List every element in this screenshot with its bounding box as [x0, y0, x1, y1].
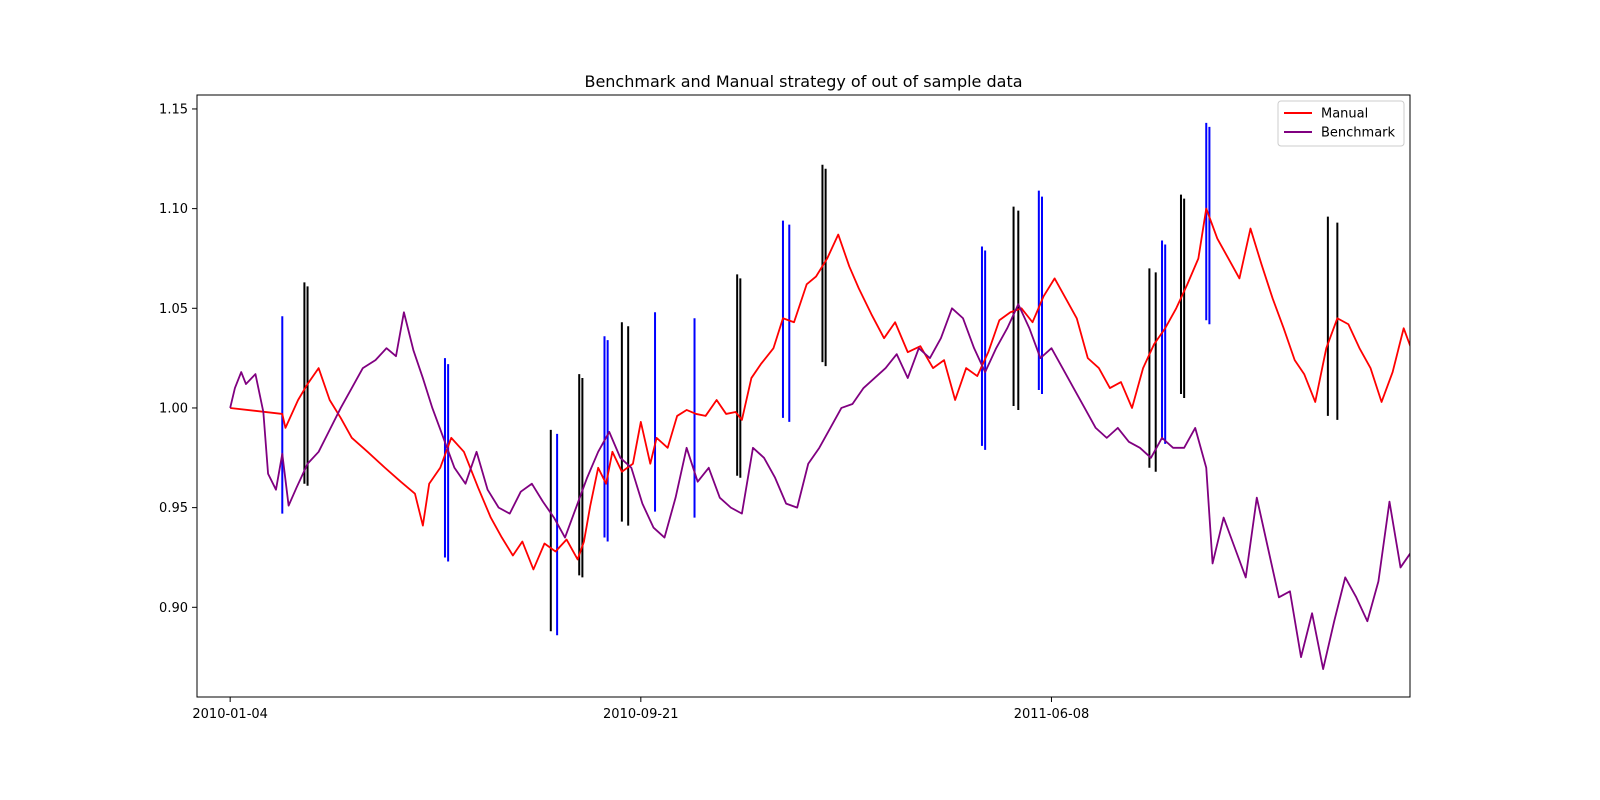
legend-label-benchmark: Benchmark: [1321, 126, 1396, 141]
legend: Manual Benchmark: [1277, 100, 1405, 147]
x-tick-label: 2010-01-04: [192, 707, 268, 722]
series-line-benchmark: [229, 303, 1410, 670]
y-axis: 0.90 0.95 1.00 1.05 1.10 1.15: [159, 102, 197, 616]
series-line-manual: [230, 207, 1410, 571]
legend-label-manual: Manual: [1321, 107, 1368, 122]
x-tick-label: 2010-09-21: [603, 707, 679, 722]
vertical-markers: [281, 122, 1339, 636]
y-tick-label: 1.00: [159, 401, 188, 416]
y-tick-label: 0.95: [159, 501, 188, 516]
plot-area: [196, 94, 1411, 698]
chart-title: Benchmark and Manual strategy of out of …: [584, 72, 1022, 91]
x-tick-label: 2011-06-08: [1014, 707, 1090, 722]
plot-frame: [196, 94, 1411, 698]
series-lines: [229, 207, 1410, 670]
y-tick-label: 1.15: [159, 102, 188, 117]
y-tick-label: 1.10: [159, 202, 188, 217]
x-axis: 2010-01-04 2010-09-21 2011-06-08: [192, 697, 1089, 722]
y-tick-label: 1.05: [159, 302, 188, 317]
y-tick-label: 0.90: [159, 601, 188, 616]
